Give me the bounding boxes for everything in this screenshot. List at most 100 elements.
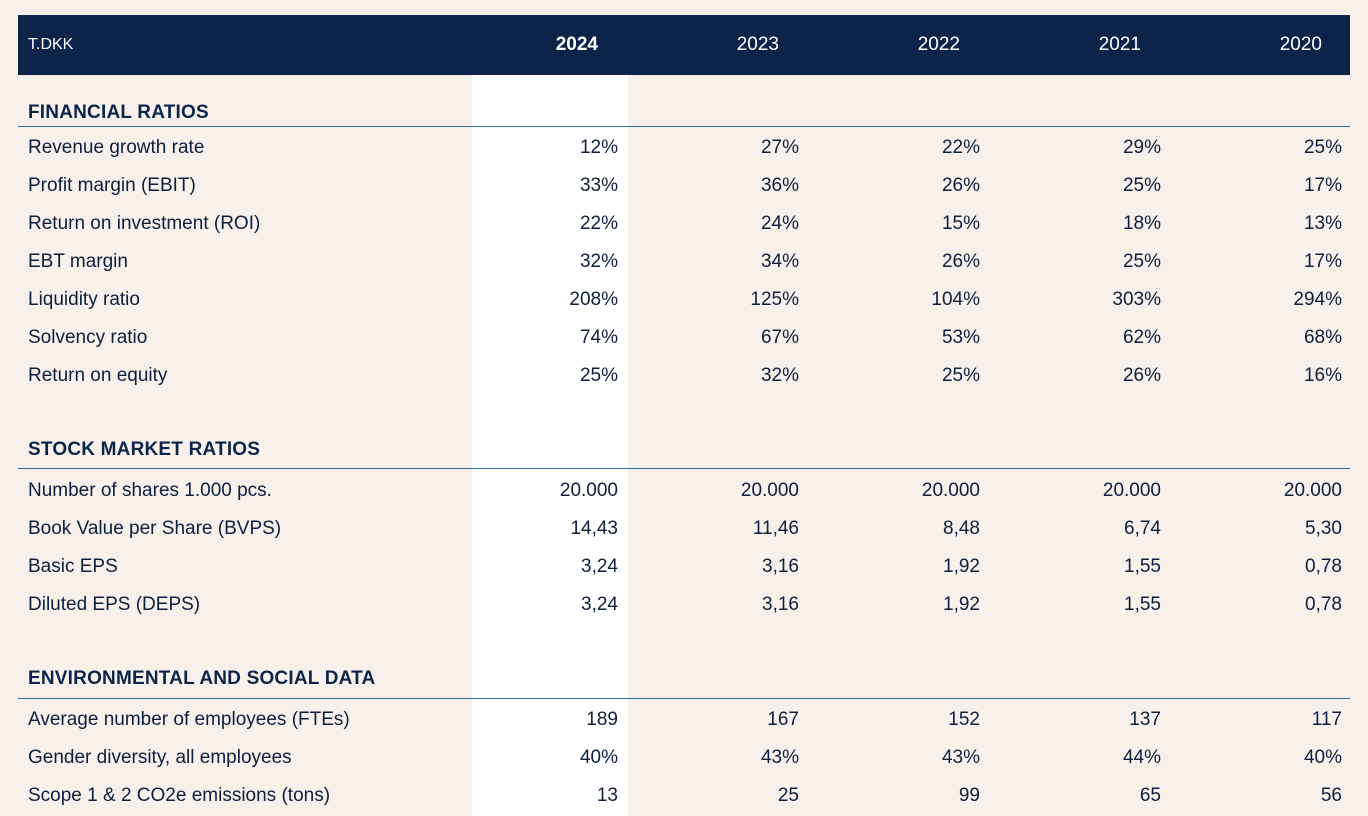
cell-2021: 44% xyxy=(1122,747,1161,768)
row-label: Diluted EPS (DEPS) xyxy=(28,594,201,615)
cell-2024: 13 xyxy=(596,785,618,806)
cell-2021: 26% xyxy=(1122,365,1161,386)
section-title-environmental-social-data: ENVIRONMENTAL AND SOCIAL DATA xyxy=(28,668,376,689)
cell-2021: 62% xyxy=(1122,327,1161,348)
table-row: Basic EPS 3,24 3,16 1,92 1,55 0,78 xyxy=(0,548,1368,586)
cell-2022: 15% xyxy=(941,213,980,234)
year-header-2020: 2020 xyxy=(1279,34,1322,55)
table-row: Revenue growth rate 12% 27% 22% 29% 25% xyxy=(0,129,1368,167)
table-row: Book Value per Share (BVPS) 14,43 11,46 … xyxy=(0,510,1368,548)
cell-2024: 33% xyxy=(579,175,618,196)
row-label: Scope 1 & 2 CO2e emissions (tons) xyxy=(28,785,331,806)
cell-2020: 117 xyxy=(1311,709,1342,730)
cell-2020: 5,30 xyxy=(1305,518,1342,539)
year-header-2021: 2021 xyxy=(1098,34,1141,55)
cell-2023: 125% xyxy=(750,289,799,310)
table-row: Solvency ratio 74% 67% 53% 62% 68% xyxy=(0,319,1368,357)
section-divider xyxy=(18,698,1350,699)
cell-2020: 40% xyxy=(1303,747,1342,768)
cell-2021: 1,55 xyxy=(1124,556,1161,577)
cell-2024: 25% xyxy=(579,365,618,386)
cell-2022: 104% xyxy=(931,289,980,310)
cell-2021: 29% xyxy=(1122,137,1161,158)
table-row: Return on equity 25% 32% 25% 26% 16% xyxy=(0,357,1368,395)
current-year-column-highlight xyxy=(472,75,628,816)
cell-2021: 6,74 xyxy=(1124,518,1161,539)
cell-2024: 189 xyxy=(586,709,618,730)
cell-2021: 20.000 xyxy=(1102,480,1161,501)
cell-2020: 294% xyxy=(1293,289,1342,310)
year-header-2022: 2022 xyxy=(917,34,960,55)
cell-2020: 56 xyxy=(1320,785,1342,806)
cell-2023: 34% xyxy=(760,251,799,272)
section-divider xyxy=(18,126,1350,127)
cell-2023: 167 xyxy=(767,709,799,730)
row-label: Gender diversity, all employees xyxy=(28,747,292,768)
section-divider xyxy=(18,468,1350,469)
cell-2022: 25% xyxy=(941,365,980,386)
cell-2022: 152 xyxy=(948,709,980,730)
row-label: Basic EPS xyxy=(28,556,118,577)
year-header-2024: 2024 xyxy=(555,34,598,55)
table-row: Return on investment (ROI) 22% 24% 15% 1… xyxy=(0,205,1368,243)
cell-2022: 20.000 xyxy=(921,480,980,501)
cell-2021: 303% xyxy=(1112,289,1161,310)
section-title-stock-market-ratios: STOCK MARKET RATIOS xyxy=(28,439,261,460)
cell-2024: 22% xyxy=(579,213,618,234)
table-row: EBT margin 32% 34% 26% 25% 17% xyxy=(0,243,1368,281)
table-row: Liquidity ratio 208% 125% 104% 303% 294% xyxy=(0,281,1368,319)
cell-2020: 20.000 xyxy=(1283,480,1342,501)
cell-2022: 1,92 xyxy=(943,594,980,615)
cell-2023: 20.000 xyxy=(740,480,799,501)
section-title-financial-ratios: FINANCIAL RATIOS xyxy=(28,102,209,123)
cell-2020: 16% xyxy=(1303,365,1342,386)
cell-2022: 26% xyxy=(941,251,980,272)
table-row: Average number of employees (FTEs) 189 1… xyxy=(0,701,1368,739)
row-label: EBT margin xyxy=(28,251,128,272)
cell-2022: 43% xyxy=(941,747,980,768)
cell-2024: 3,24 xyxy=(581,594,618,615)
cell-2021: 25% xyxy=(1122,175,1161,196)
cell-2023: 43% xyxy=(760,747,799,768)
table-row: Scope 1 & 2 CO2e emissions (tons) 13 25 … xyxy=(0,777,1368,815)
cell-2020: 25% xyxy=(1303,137,1342,158)
cell-2020: 0,78 xyxy=(1305,556,1342,577)
cell-2021: 18% xyxy=(1122,213,1161,234)
cell-2024: 12% xyxy=(579,137,618,158)
cell-2020: 13% xyxy=(1303,213,1342,234)
cell-2023: 3,16 xyxy=(762,594,799,615)
table-row: Profit margin (EBIT) 33% 36% 26% 25% 17% xyxy=(0,167,1368,205)
cell-2023: 67% xyxy=(760,327,799,348)
cell-2024: 32% xyxy=(579,251,618,272)
cell-2024: 3,24 xyxy=(581,556,618,577)
cell-2020: 68% xyxy=(1303,327,1342,348)
cell-2023: 36% xyxy=(760,175,799,196)
cell-2024: 20.000 xyxy=(559,480,618,501)
row-label: Solvency ratio xyxy=(28,327,148,348)
row-label: Return on investment (ROI) xyxy=(28,213,261,234)
cell-2020: 0,78 xyxy=(1305,594,1342,615)
cell-2020: 17% xyxy=(1303,251,1342,272)
table-row: Number of shares 1.000 pcs. 20.000 20.00… xyxy=(0,472,1368,510)
row-label: Return on equity xyxy=(28,365,168,386)
cell-2024: 14,43 xyxy=(570,518,618,539)
cell-2021: 65 xyxy=(1139,785,1161,806)
row-label: Profit margin (EBIT) xyxy=(28,175,196,196)
cell-2024: 40% xyxy=(579,747,618,768)
cell-2022: 1,92 xyxy=(943,556,980,577)
unit-label: T.DKK xyxy=(28,36,74,53)
row-label: Book Value per Share (BVPS) xyxy=(28,518,282,539)
cell-2022: 26% xyxy=(941,175,980,196)
cell-2020: 17% xyxy=(1303,175,1342,196)
cell-2022: 8,48 xyxy=(943,518,980,539)
row-label: Average number of employees (FTEs) xyxy=(28,709,350,730)
cell-2024: 74% xyxy=(579,327,618,348)
cell-2022: 53% xyxy=(941,327,980,348)
cell-2023: 24% xyxy=(760,213,799,234)
table-header: T.DKK 2024 2023 2022 2021 2020 xyxy=(18,15,1350,75)
cell-2023: 11,46 xyxy=(752,518,799,539)
cell-2023: 27% xyxy=(760,137,799,158)
cell-2024: 208% xyxy=(569,289,618,310)
row-label: Liquidity ratio xyxy=(28,289,140,310)
cell-2021: 137 xyxy=(1129,709,1161,730)
